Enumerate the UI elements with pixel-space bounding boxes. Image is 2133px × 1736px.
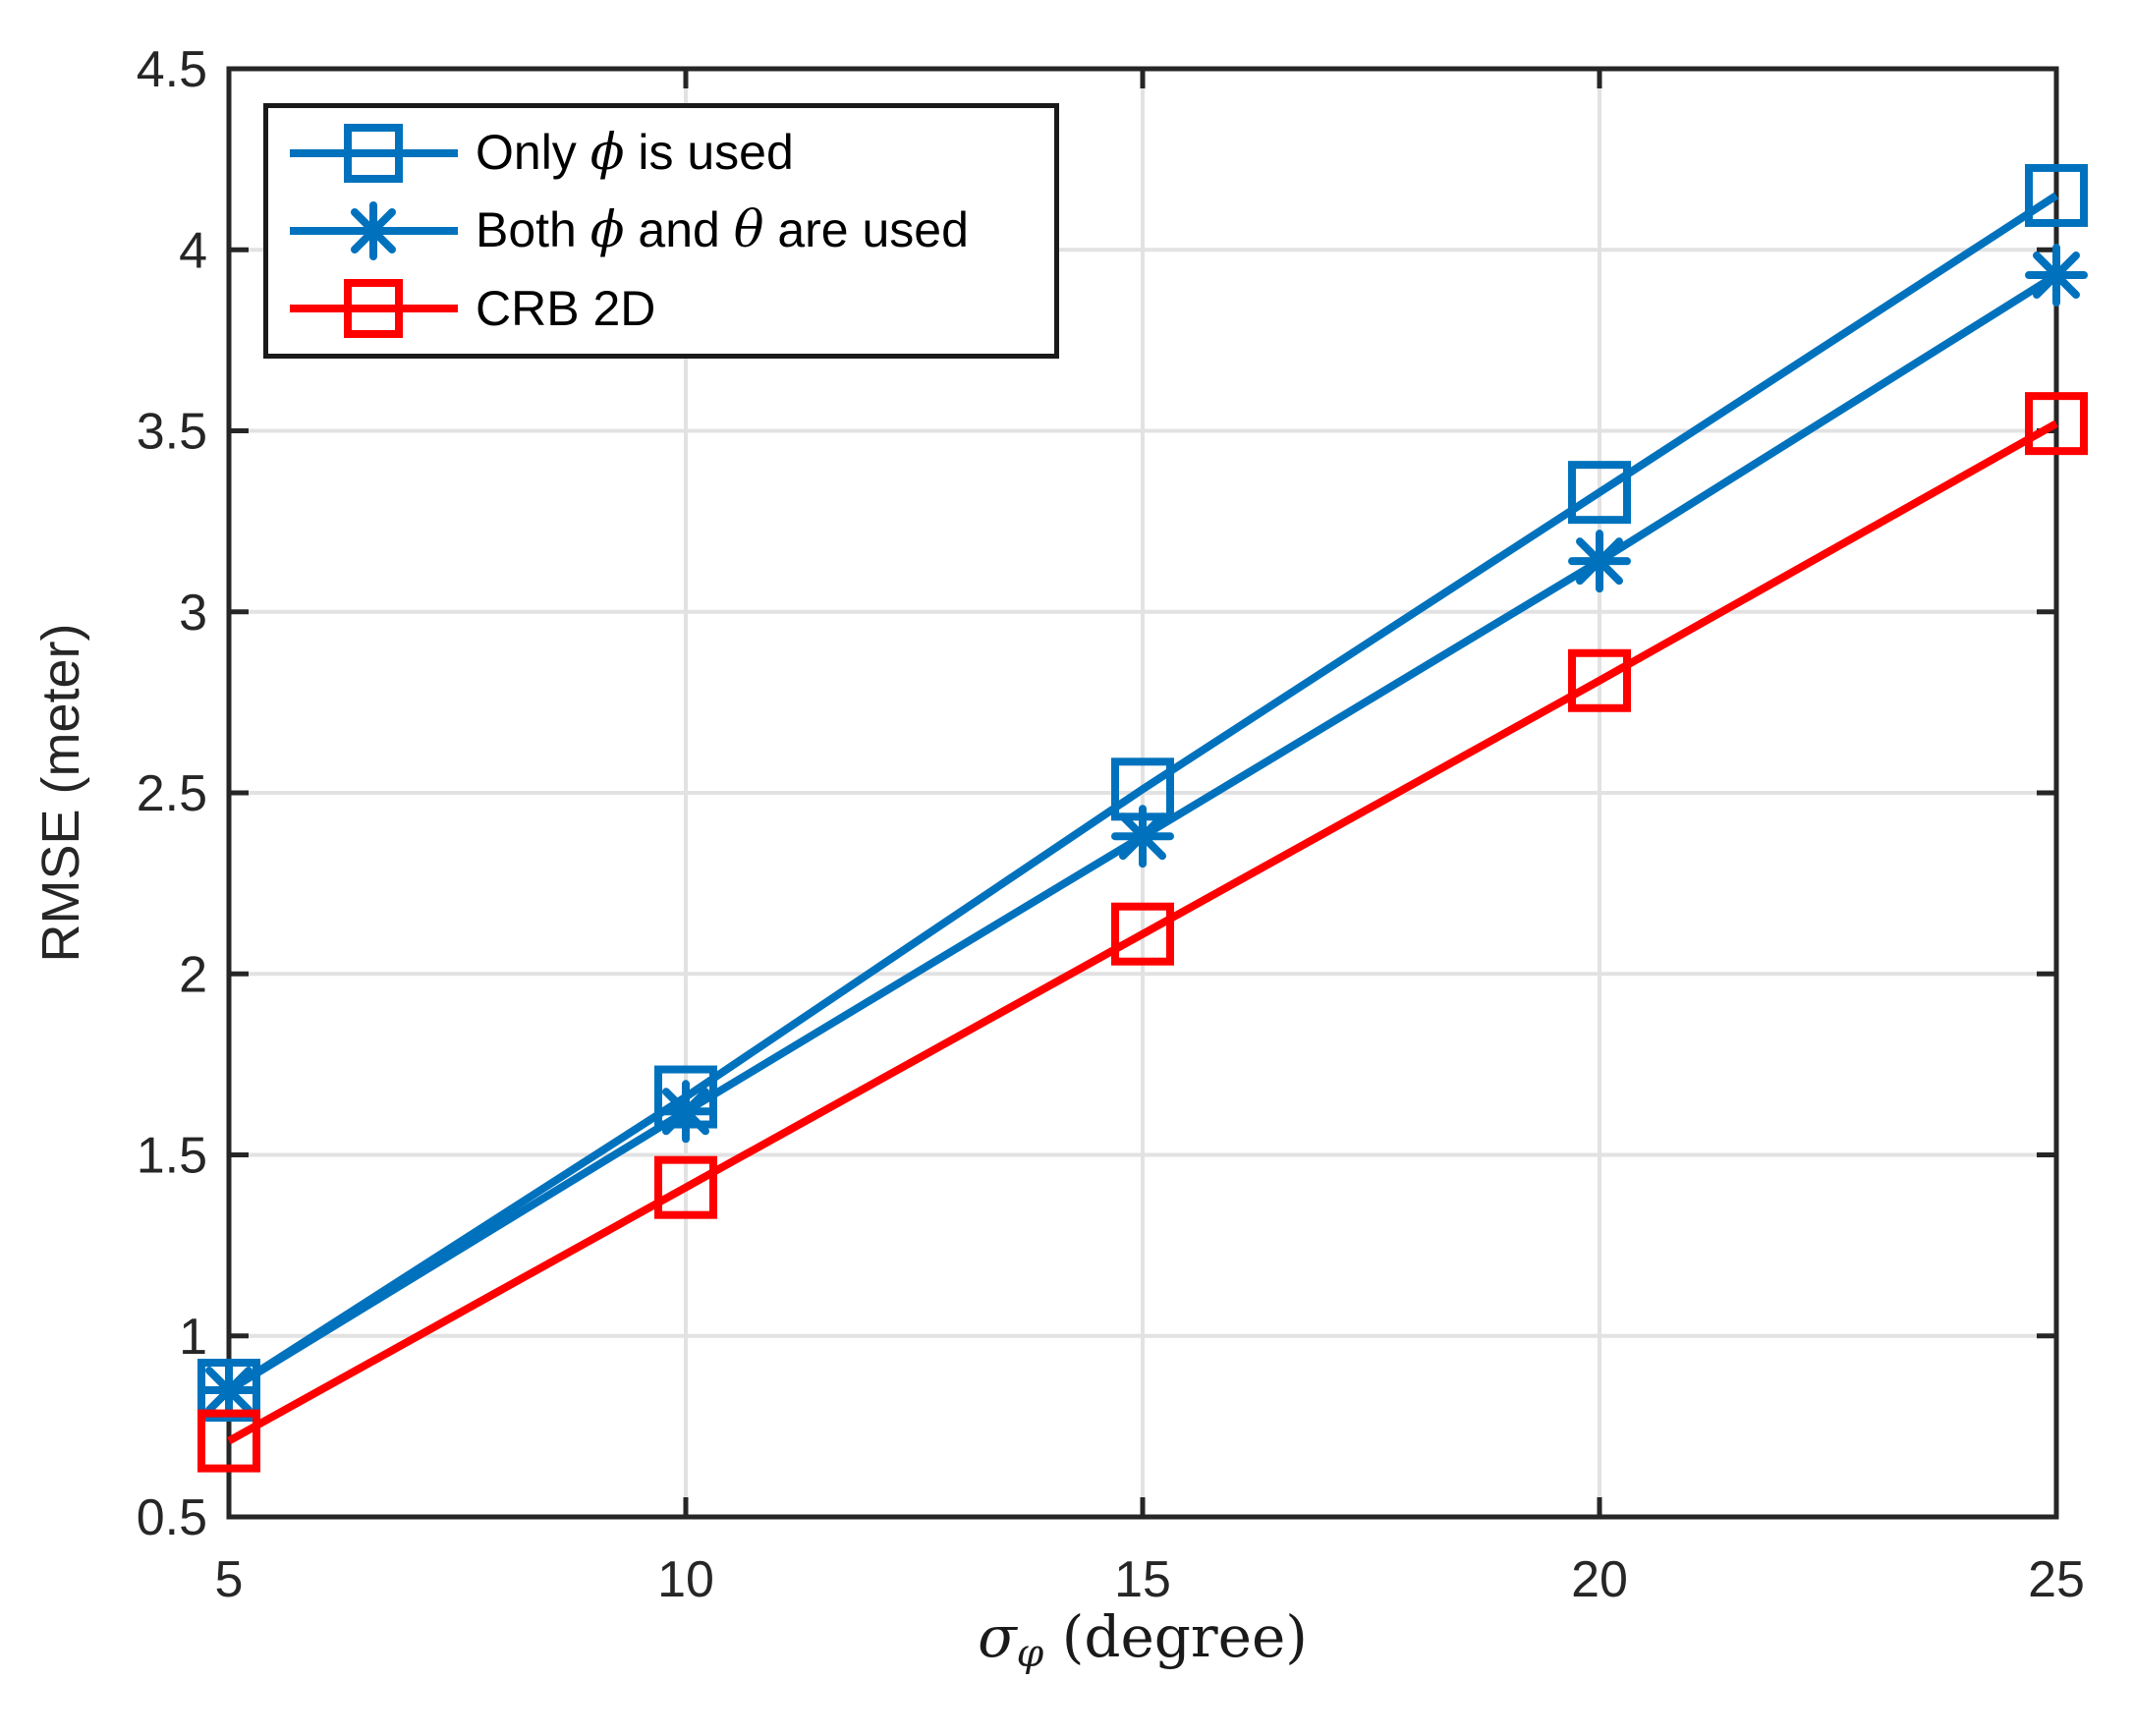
math-symbol: θ [733,201,764,260]
tick-marks [226,66,2059,1520]
x-tick-label: 20 [1571,1551,1628,1608]
asterisk-marker [2025,244,2088,308]
math-symbol: ϕ [589,124,625,183]
legend-sample-asterisk [290,200,458,260]
legend-text: Only [476,125,590,181]
legend-sample-square [290,123,458,183]
y-tick-label: 2.5 [137,765,207,822]
gridlines [229,69,2056,1517]
sigma-symbol: σ [978,1603,1017,1670]
y-tick-label: 3.5 [137,404,207,461]
series-line-2 [227,420,2058,1445]
series-markers-2 [197,392,2088,1473]
square-marker [197,1409,260,1473]
asterisk-marker [654,1080,717,1144]
series-markers-1 [197,244,2088,1423]
square-marker [1568,648,1631,712]
square-marker [654,1155,717,1219]
y-axis-label: RMSE (meter) [30,623,91,962]
tick-labels: 5 10 15 20 25 0.5 1 1.5 2 2.5 3 3.5 4 4.5 [137,41,2085,1608]
y-tick-label: 1 [179,1309,207,1366]
x-tick-label: 5 [215,1551,244,1608]
x-tick-label: 15 [1114,1551,1171,1608]
y-tick-label: 0.5 [137,1489,207,1546]
legend-text: and [624,202,734,258]
y-tick-label: 4 [179,222,207,279]
x-axis-unit: (degree) [1043,1603,1308,1670]
y-tick-label: 4.5 [137,41,207,98]
x-axis-label: σφ (degree) [229,1603,2056,1676]
legend-sample-square [290,279,458,339]
legend-label: Both ϕ and θ are used [476,201,969,259]
legend-label: CRB 2D [476,280,655,337]
asterisk-marker [344,200,403,260]
legend-item-0: Only ϕ is used [288,115,1054,192]
square-marker [2025,392,2088,456]
x-tick-label: 10 [657,1551,714,1608]
square-marker [2025,163,2088,227]
legend-item-2: CRB 2D [288,270,1054,347]
legend-label: Only ϕ is used [476,124,794,182]
legend-text: is used [624,125,794,181]
sigma-subscript: φ [1016,1630,1044,1676]
asterisk-marker [197,1359,260,1423]
legend-text: are used [763,202,969,258]
square-marker [1568,461,1631,525]
square-marker [344,123,403,183]
asterisk-marker [1111,805,1174,868]
square-marker [344,279,403,339]
x-tick-label: 25 [2028,1551,2085,1608]
legend-text: Both [476,202,590,258]
asterisk-marker [1568,530,1631,593]
y-tick-label: 2 [179,946,207,1003]
series-line-0 [226,192,2059,1394]
legend: Only ϕ is used Both ϕ and θ are used CRB 2… [263,103,1059,359]
square-marker [1111,902,1174,966]
legend-text: CRB 2D [476,281,656,337]
y-tick-label: 3 [179,585,207,642]
y-tick-label: 1.5 [137,1128,207,1185]
math-symbol: ϕ [589,201,625,260]
legend-item-1: Both ϕ and θ are used [288,193,1054,269]
y-axis-label-text: RMSE (meter) [31,623,90,963]
